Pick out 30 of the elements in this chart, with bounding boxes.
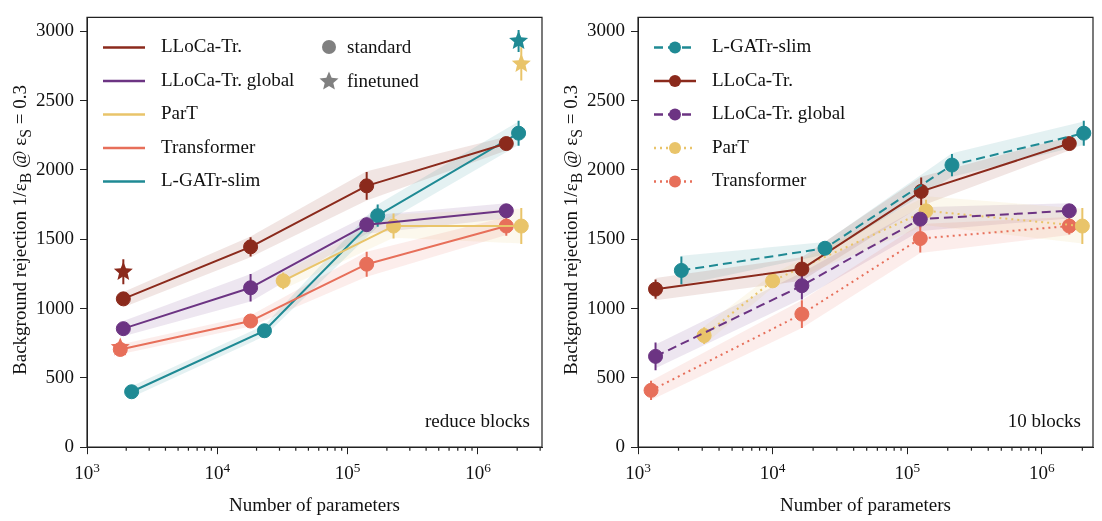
annotation: 10 blocks: [1007, 410, 1081, 432]
legend-label: ParT: [712, 135, 750, 157]
y-tick-label: 1000: [587, 296, 625, 318]
legend-label: LLoCa-Tr. global: [161, 68, 295, 90]
annotation: reduce blocks: [425, 410, 530, 432]
y-tick-label: 1000: [36, 296, 74, 318]
y-tick-label: 2500: [36, 88, 74, 110]
y-tick-label: 500: [596, 365, 625, 387]
y-tick-label: 2500: [587, 88, 625, 110]
y-tick-label: 1500: [587, 227, 625, 249]
x-axis-title: Number of parameters: [229, 493, 400, 515]
legend-label: Transformer: [712, 169, 807, 191]
y-tick-label: 2000: [587, 157, 625, 179]
legend-label: L-GATr-slim: [161, 169, 261, 191]
y-tick-label: 3000: [36, 19, 74, 41]
legend-label: LLoCa-Tr.: [161, 35, 243, 57]
y-tick-label: 500: [45, 365, 74, 387]
y-tick-label: 1500: [36, 227, 74, 249]
x-axis-title: Number of parameters: [780, 493, 951, 515]
y-tick-label: 0: [615, 435, 625, 457]
legend-label: LLoCa-Tr.: [712, 68, 794, 90]
legend-label: LLoCa-Tr. global: [712, 102, 846, 124]
legend-label: Transformer: [161, 135, 256, 157]
y-tick-label: 3000: [587, 19, 625, 41]
annotation: finetuned: [347, 69, 420, 91]
y-tick-label: 2000: [36, 157, 74, 179]
y-tick-label: 0: [64, 435, 74, 457]
legend-label: L-GATr-slim: [712, 35, 812, 57]
legend-label: ParT: [161, 102, 199, 124]
annotation: standard: [347, 36, 412, 58]
